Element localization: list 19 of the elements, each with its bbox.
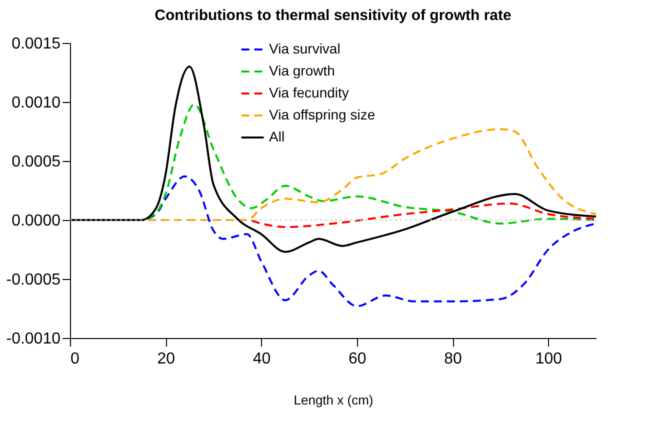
legend-label: Via offspring size [269, 106, 376, 122]
x-tick-label: 100 [535, 350, 562, 368]
x-tick-label: 60 [348, 350, 366, 368]
legend-label: Via fecundity [269, 84, 349, 100]
y-tick-label: 0.0005 [12, 154, 61, 170]
y-tick-label: -0.0010 [6, 330, 61, 348]
y-tick-label: 0.0015 [12, 36, 61, 52]
x-axis-title: Length x (cm) [294, 392, 374, 408]
y-tick-label: -0.0005 [6, 272, 61, 288]
y-tick-label: 0.0010 [12, 94, 61, 112]
legend-label: Via survival [269, 40, 340, 56]
y-tick-label: 0.0000 [12, 212, 61, 230]
legend-label: Via growth [269, 62, 335, 78]
x-tick-label: 80 [444, 350, 462, 368]
chart-title: Contributions to thermal sensitivity of growth rate [154, 7, 512, 24]
legend-label: All [269, 128, 285, 144]
x-tick-label: 40 [252, 350, 271, 368]
x-tick-label: 20 [157, 350, 176, 368]
x-tick-label: 0 [70, 350, 80, 368]
